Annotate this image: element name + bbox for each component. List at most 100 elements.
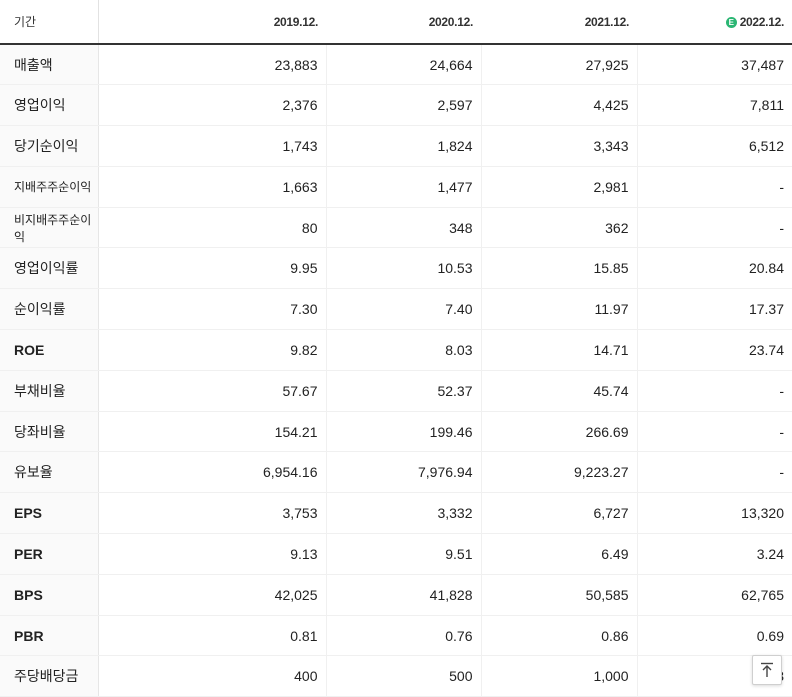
- row-label: 당좌비율: [0, 411, 99, 453]
- table-row-controlling-net-income: 지배주주순이익 1,663 1,477 2,981 -: [0, 166, 792, 208]
- table-cell: 9.82: [97, 329, 326, 371]
- table-cell: 23.74: [636, 329, 792, 371]
- table-row-pbr: PBR 0.81 0.76 0.86 0.69: [0, 615, 792, 657]
- table-cell: 27,925: [480, 44, 637, 86]
- table-cell: 500: [325, 655, 481, 697]
- table-cell: 400: [97, 655, 326, 697]
- table-cell: 1,477: [325, 166, 481, 208]
- row-label: 지배주주순이익: [0, 166, 99, 208]
- table-row-dividend-per-share: 주당배당금 400 500 1,000 3: [0, 655, 792, 697]
- table-row-operating-margin: 영업이익률 9.95 10.53 15.85 20.84: [0, 247, 792, 290]
- table-cell: 362: [480, 207, 637, 249]
- table-cell: 3,332: [325, 492, 481, 535]
- table-cell: 1,000: [480, 655, 637, 697]
- table-row-net-margin: 순이익률 7.30 7.40 11.97 17.37: [0, 288, 792, 331]
- table-cell: 9.95: [97, 247, 326, 290]
- row-label: 순이익률: [0, 288, 99, 331]
- table-cell: 20.84: [636, 247, 792, 290]
- table-cell: 7,976.94: [325, 451, 481, 494]
- table-row-net-income: 당기순이익 1,743 1,824 3,343 6,512: [0, 125, 792, 167]
- table-cell: 11.97: [480, 288, 637, 331]
- table-row-per: PER 9.13 9.51 6.49 3.24: [0, 533, 792, 575]
- table-cell: 15.85: [480, 247, 637, 290]
- table-cell: -: [636, 451, 792, 494]
- table-cell: 57.67: [97, 369, 326, 412]
- scroll-to-top-button[interactable]: [752, 655, 782, 685]
- table-cell: 9.13: [97, 533, 326, 575]
- table-cell: 17.37: [636, 288, 792, 331]
- table-cell: 6,727: [480, 492, 637, 535]
- header-row: 기간 2019.12. 2020.12. 2021.12. E 2022.12.: [0, 0, 792, 45]
- row-label: PER: [0, 533, 99, 575]
- table-cell: 2,376: [97, 84, 326, 127]
- row-label: 비지배주주순이익: [0, 207, 99, 249]
- table-cell: 37,487: [636, 44, 792, 86]
- table-cell: 3.24: [636, 533, 792, 575]
- table-cell: 266.69: [480, 411, 637, 453]
- table-cell: 7.40: [325, 288, 481, 331]
- table-cell: 80: [97, 207, 326, 249]
- table-cell: 6,512: [636, 125, 792, 167]
- row-label: BPS: [0, 574, 99, 616]
- table-row-noncontrolling-net-income: 비지배주주순이익 80 348 362 -: [0, 207, 792, 249]
- table-cell: 0.76: [325, 615, 481, 657]
- table-cell: 8.03: [325, 329, 481, 371]
- table-row-quick-ratio: 당좌비율 154.21 199.46 266.69 -: [0, 411, 792, 453]
- table-cell: 1,663: [97, 166, 326, 208]
- table-row-revenue: 매출액 23,883 24,664 27,925 37,487: [0, 44, 792, 86]
- table-cell: 23,883: [97, 44, 326, 86]
- table-cell: 9,223.27: [480, 451, 637, 494]
- table-row-debt-ratio: 부채비율 57.67 52.37 45.74 -: [0, 369, 792, 412]
- table-cell: 199.46: [325, 411, 481, 453]
- table-cell: 7.30: [97, 288, 326, 331]
- table-cell: 10.53: [325, 247, 481, 290]
- table-cell: 9.51: [325, 533, 481, 575]
- period-label-header: 기간: [0, 0, 99, 45]
- arrow-up-to-top-icon: [761, 662, 773, 677]
- table-row-eps: EPS 3,753 3,332 6,727 13,320: [0, 492, 792, 535]
- table-cell: -: [636, 411, 792, 453]
- table-cell: 13,320: [636, 492, 792, 535]
- table-cell: 1,743: [97, 125, 326, 167]
- period-header-2020: 2020.12.: [326, 0, 481, 45]
- table-cell: 62,765: [636, 574, 792, 616]
- table-cell: 42,025: [97, 574, 326, 616]
- table-cell: 7,811: [636, 84, 792, 127]
- table-cell: 0.86: [480, 615, 637, 657]
- period-header-2021: 2021.12.: [481, 0, 637, 45]
- estimate-icon: E: [725, 16, 737, 28]
- table-cell: 45.74: [480, 369, 637, 412]
- period-header-2019: 2019.12.: [98, 0, 326, 45]
- row-label: 당기순이익: [0, 125, 99, 167]
- table-row-bps: BPS 42,025 41,828 50,585 62,765: [0, 574, 792, 616]
- row-label: PBR: [0, 615, 99, 657]
- period-header-2022-label: 2022.12.: [739, 14, 785, 29]
- row-label: 영업이익률: [0, 247, 99, 290]
- table-cell: 4,425: [480, 84, 637, 127]
- table-cell: -: [636, 207, 792, 249]
- row-label: EPS: [0, 492, 99, 535]
- table-cell: 1,824: [325, 125, 481, 167]
- table-cell: 50,585: [480, 574, 637, 616]
- row-label: 유보율: [0, 451, 99, 494]
- row-label: 매출액: [0, 44, 99, 86]
- table-cell: 0.69: [636, 615, 792, 657]
- period-header-2022-estimate: E 2022.12.: [637, 0, 792, 45]
- row-label: 영업이익: [0, 84, 99, 127]
- table-cell: 41,828: [325, 574, 481, 616]
- table-cell: 52.37: [325, 369, 481, 412]
- row-label: ROE: [0, 329, 99, 371]
- table-cell: 2,981: [480, 166, 637, 208]
- table-cell: 6.49: [480, 533, 637, 575]
- table-row-reserve-ratio: 유보율 6,954.16 7,976.94 9,223.27 -: [0, 451, 792, 494]
- row-label: 부채비율: [0, 369, 99, 412]
- row-label: 주당배당금: [0, 655, 99, 697]
- table-cell: -: [636, 166, 792, 208]
- table-row-operating-profit: 영업이익 2,376 2,597 4,425 7,811: [0, 84, 792, 127]
- table-cell: 348: [325, 207, 481, 249]
- table-cell: 24,664: [325, 44, 481, 86]
- table-cell: 0.81: [97, 615, 326, 657]
- table-cell: 3,343: [480, 125, 637, 167]
- table-cell: -: [636, 369, 792, 412]
- table-cell: 6,954.16: [97, 451, 326, 494]
